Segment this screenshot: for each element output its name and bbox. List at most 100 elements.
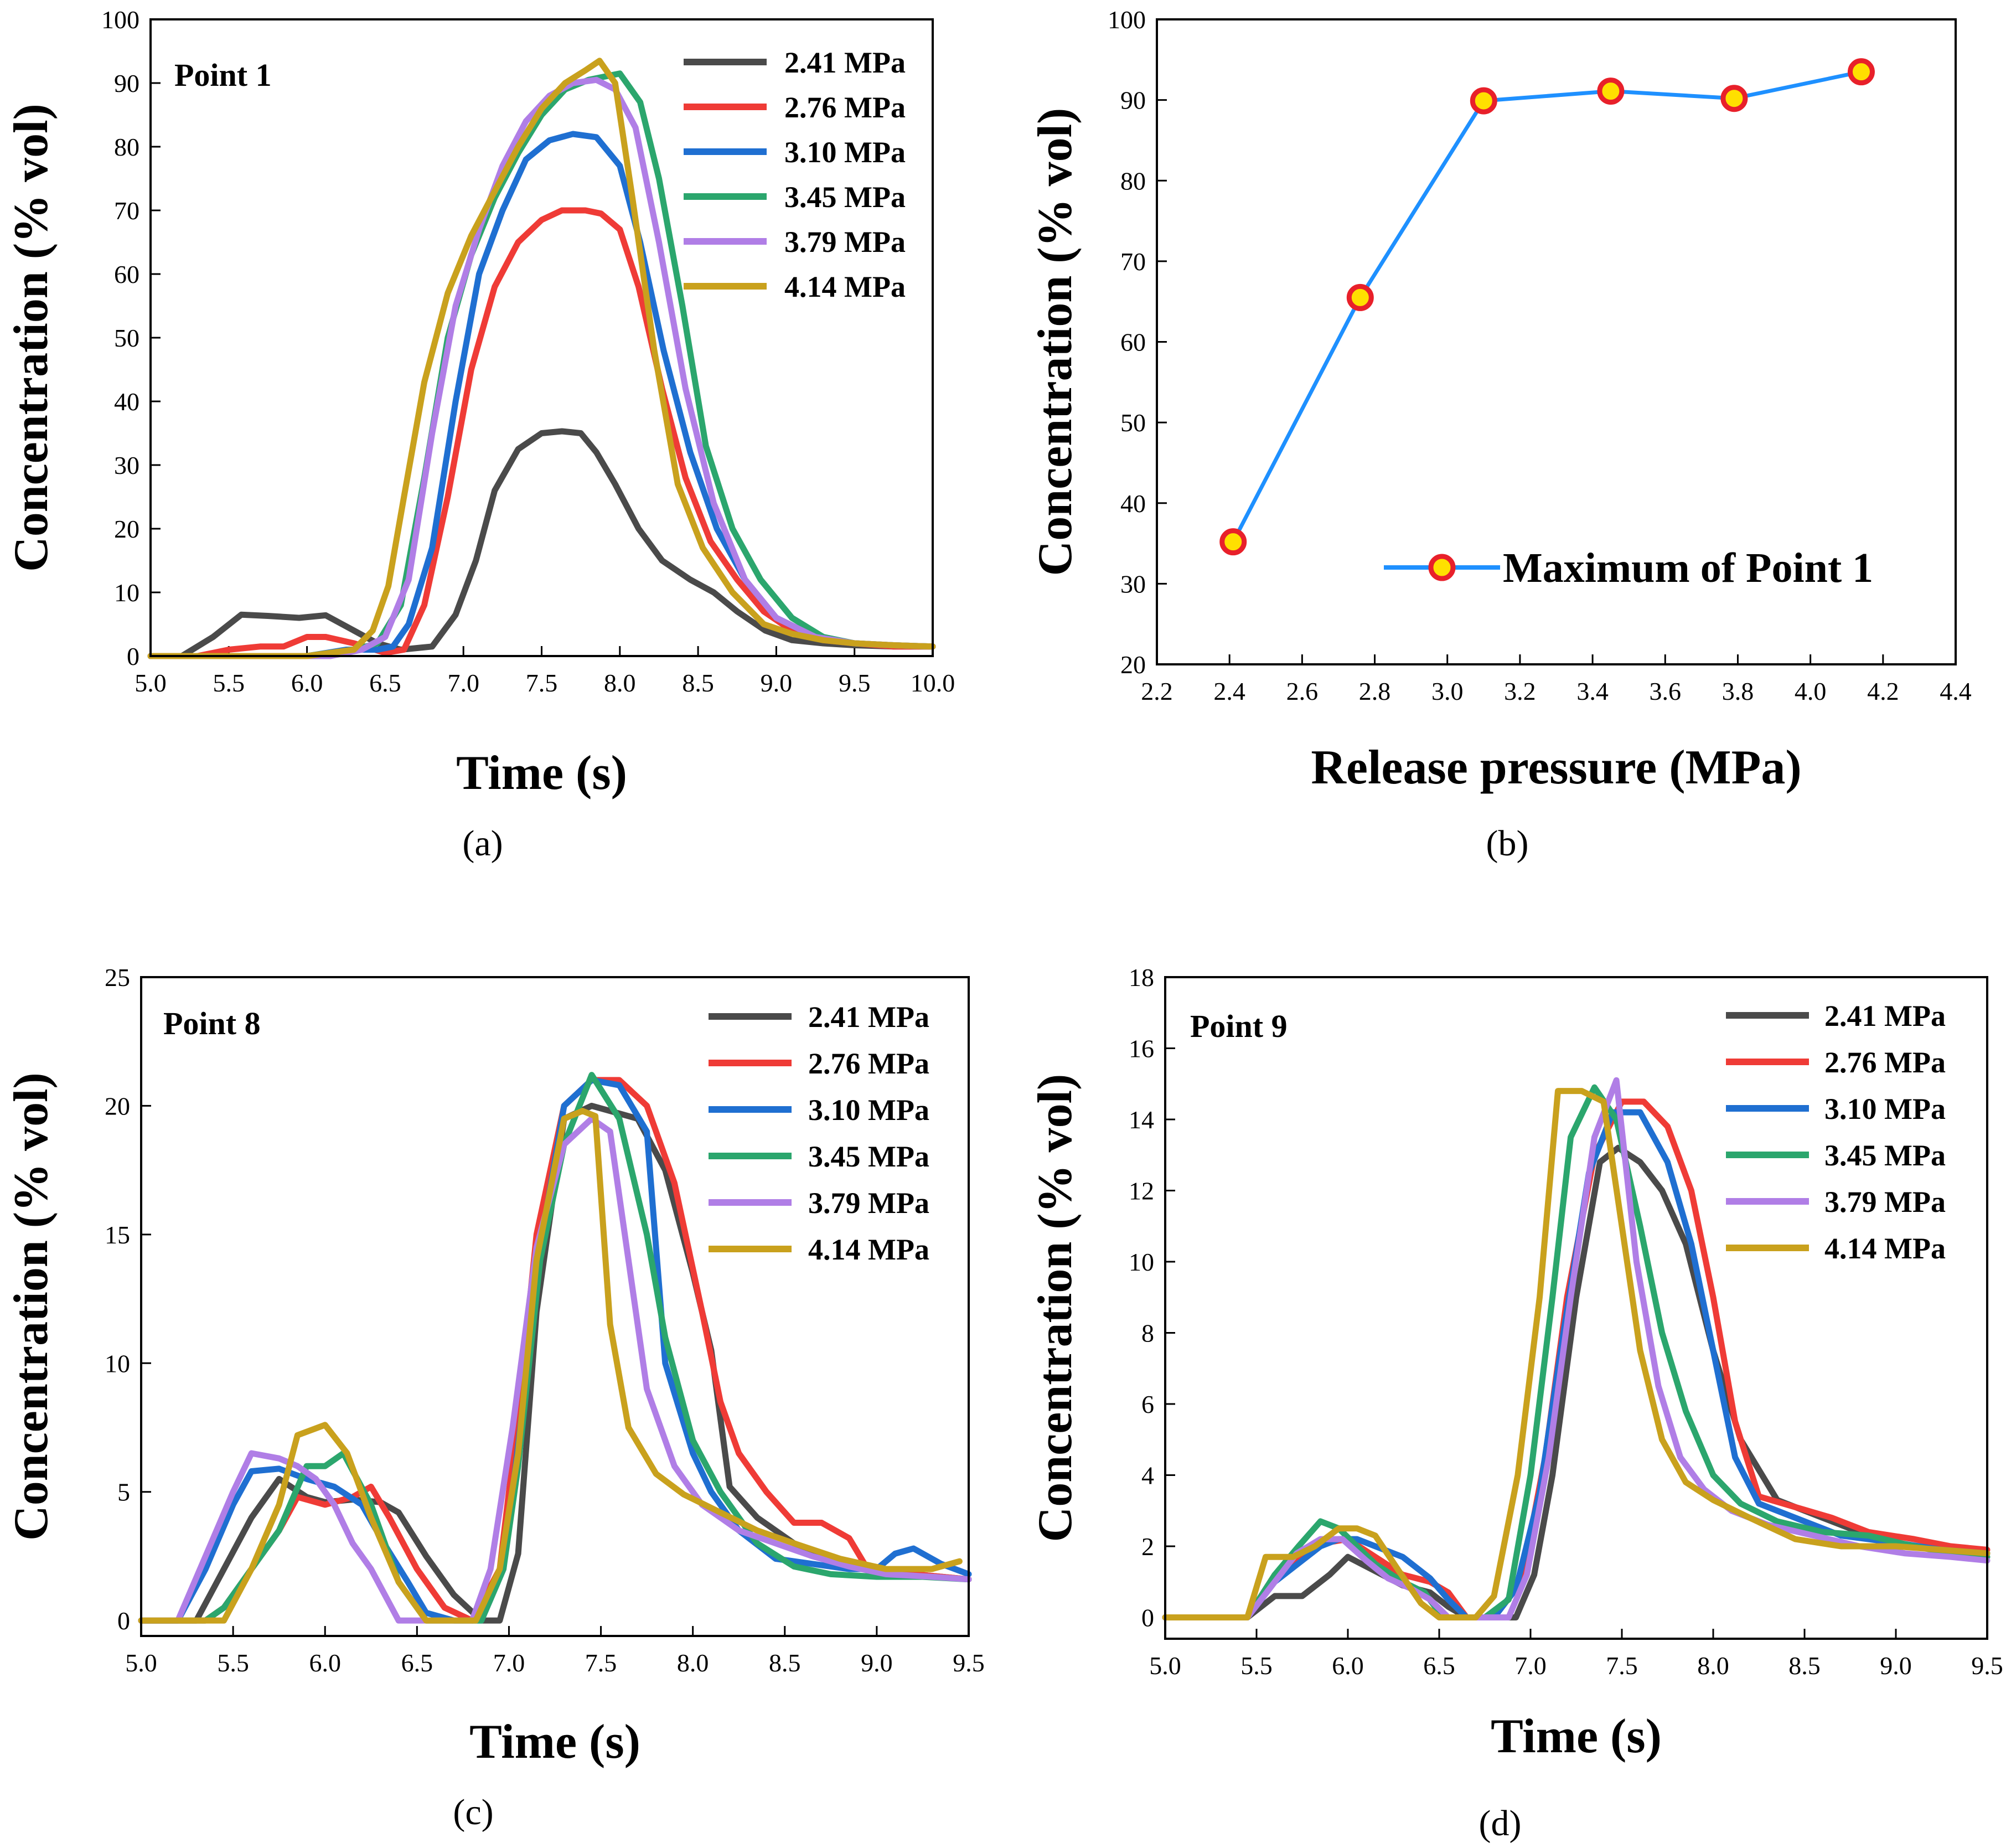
y-tick-label: 14: [1129, 1106, 1154, 1134]
y-tick-label: 10: [1129, 1248, 1154, 1276]
y-tick-label: 30: [114, 451, 139, 479]
y-tick-label: 25: [105, 963, 130, 992]
x-axis-title: Time (s): [456, 746, 627, 800]
x-tick-label: 3.2: [1504, 677, 1536, 705]
legend-label: 3.79 MPa: [808, 1186, 929, 1220]
series-line-4-14-mpa: [147, 58, 936, 659]
series-line-2-41-mpa: [138, 1102, 972, 1624]
x-tick-label: 9.0: [761, 669, 793, 697]
legend-label: 3.45 MPa: [1824, 1139, 1946, 1172]
legend-marker: [1428, 554, 1456, 581]
legend-label: 2.76 MPa: [1824, 1046, 1946, 1079]
panel-annotation: Point 9: [1190, 1008, 1288, 1044]
x-tick-label: 8.0: [677, 1649, 709, 1677]
x-tick-label: 4.4: [1940, 677, 1972, 705]
x-axis-title: Release pressure (MPa): [1311, 741, 1801, 794]
x-tick-label: 7.0: [447, 669, 479, 697]
x-tick-label: 2.6: [1286, 677, 1319, 705]
y-tick-label: 20: [105, 1092, 130, 1120]
y-tick-label: 100: [101, 6, 139, 34]
chart-panel-b: 2.2 2.4 2.6 2.8 3.0 3.2 3.4 3.6 3.8 4.0 4.2 4.4 20 30…: [1028, 6, 1972, 864]
x-tick-label: 7.5: [585, 1649, 617, 1677]
x-tick-label: 3.0: [1431, 677, 1464, 705]
x-tick-label: 3.6: [1650, 677, 1682, 705]
x-tick-label: 5.0: [1149, 1651, 1181, 1680]
y-tick-label: 15: [105, 1221, 130, 1249]
data-point: [1470, 87, 1497, 115]
y-tick-label: 100: [1108, 6, 1146, 34]
x-tick-label: 8.0: [604, 669, 636, 697]
x-tick-label: 7.0: [1514, 1651, 1547, 1680]
x-tick-label: 7.5: [526, 669, 558, 697]
y-tick-label: 80: [114, 133, 139, 161]
y-tick-label: 40: [114, 388, 139, 416]
y-tick-label: 6: [1141, 1390, 1154, 1418]
x-tick-label: 3.8: [1722, 677, 1754, 705]
y-tick-label: 20: [1120, 651, 1146, 679]
y-tick-label: 10: [105, 1349, 130, 1377]
y-tick-label: 90: [1120, 86, 1146, 115]
x-tick-label: 5.5: [213, 669, 245, 697]
panel-caption: (a): [462, 823, 503, 864]
x-tick-label: 2.4: [1213, 677, 1245, 705]
y-tick-label: 4: [1141, 1461, 1154, 1489]
x-tick-label: 5.0: [135, 669, 167, 697]
y-tick-label: 12: [1129, 1176, 1154, 1205]
y-tick-label: 30: [1120, 570, 1146, 598]
x-tick-label: 8.5: [682, 669, 714, 697]
x-tick-label: 6.5: [1423, 1651, 1455, 1680]
series-line-4-14-mpa: [138, 1108, 963, 1624]
x-tick-label: 8.0: [1697, 1651, 1729, 1680]
x-tick-label: 9.5: [839, 669, 871, 697]
x-tick-label: 6.0: [1332, 1651, 1364, 1680]
x-tick-label: 9.0: [1880, 1651, 1912, 1680]
data-point: [1597, 78, 1625, 105]
legend-label: 2.76 MPa: [784, 91, 906, 124]
data-point: [1219, 528, 1247, 556]
y-tick-label: 60: [1120, 328, 1146, 357]
y-axis-title: Concentration (% vol): [4, 1072, 58, 1541]
x-axis-title: Time (s): [469, 1715, 640, 1769]
y-tick-label: 40: [1120, 489, 1146, 518]
y-tick-label: 0: [1141, 1603, 1154, 1632]
y-tick-label: 0: [117, 1607, 130, 1635]
chart-panel-a: 5.0 5.5 6.0 6.5 7.0 7.5 8.0 8.5 9.0 9.5 10.0 0 10 20 3…: [4, 6, 955, 864]
y-tick-label: 50: [1120, 409, 1146, 437]
x-tick-label: 8.5: [769, 1649, 801, 1677]
y-tick-label: 50: [114, 324, 139, 352]
x-tick-label: 4.2: [1867, 677, 1899, 705]
legend-label: 3.79 MPa: [1824, 1185, 1946, 1219]
x-tick-label: 5.5: [1240, 1651, 1273, 1680]
plot-frame: [1156, 18, 1957, 665]
x-axis-title: Time (s): [1491, 1710, 1662, 1763]
y-tick-label: 5: [117, 1478, 130, 1506]
plot-frame: [149, 18, 934, 657]
y-tick-label: 2: [1141, 1532, 1154, 1561]
x-tick-label: 6.0: [291, 669, 323, 697]
legend-label: 3.79 MPa: [784, 225, 906, 259]
x-tick-label: 6.5: [369, 669, 401, 697]
x-tick-label: 6.5: [401, 1649, 433, 1677]
x-tick-label: 9.5: [1971, 1651, 2003, 1680]
data-point: [1346, 283, 1374, 311]
x-tick-label: 2.8: [1359, 677, 1391, 705]
x-tick-label: 5.5: [217, 1649, 249, 1677]
x-tick-label: 3.4: [1576, 677, 1609, 705]
y-tick-label: 0: [127, 642, 139, 670]
y-tick-label: 90: [114, 69, 139, 97]
legend-label: Maximum of Point 1: [1503, 545, 1873, 591]
series-line-2-76-mpa: [147, 207, 936, 659]
y-axis-title: Concentration (% vol): [4, 104, 58, 572]
legend-label: 4.14 MPa: [808, 1233, 929, 1266]
y-axis-title: Concentration (% vol): [1028, 108, 1082, 576]
legend-label: 4.14 MPa: [784, 270, 906, 303]
legend-label: 3.45 MPa: [784, 180, 906, 214]
legend-label: 3.10 MPa: [1824, 1092, 1946, 1126]
y-tick-label: 10: [114, 579, 139, 607]
y-axis-title: Concentration (% vol): [1028, 1074, 1082, 1542]
x-tick-label: 9.0: [861, 1649, 893, 1677]
y-tick-label: 20: [114, 515, 139, 543]
x-tick-label: 10.0: [911, 669, 955, 697]
series-line-4-14-mpa: [1162, 1088, 1991, 1620]
